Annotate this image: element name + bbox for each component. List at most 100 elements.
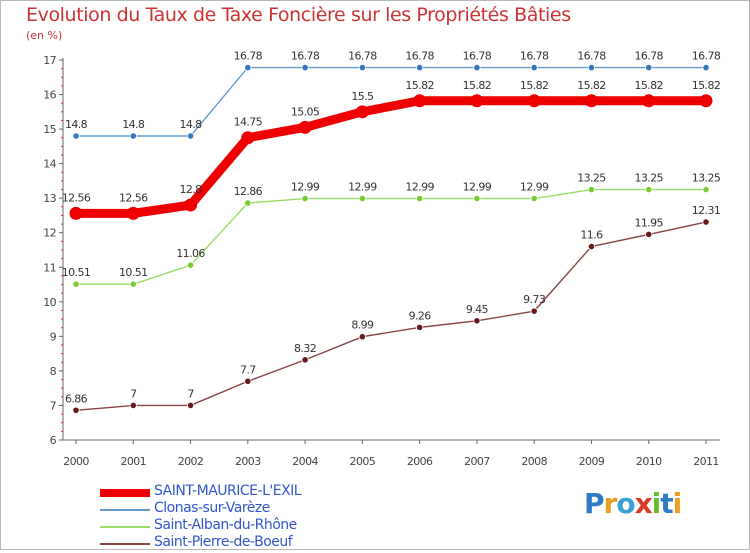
data-point-saint-pierre-de-boeuf (358, 333, 366, 341)
data-label-saint-alban-du-rhone: 12.99 (348, 181, 377, 194)
data-point-clonas-sur-vareze (530, 64, 538, 72)
series-line-saint-maurice-l-exil (71, 96, 711, 218)
data-label-saint-alban-du-rhone: 13.25 (692, 172, 721, 185)
data-point-clonas-sur-vareze (645, 64, 653, 72)
data-label-clonas-sur-vareze: 16.78 (463, 50, 492, 63)
y-tick-label: 8 (50, 365, 57, 378)
data-point-saint-pierre-de-boeuf (645, 230, 653, 239)
legend-swatch (100, 489, 150, 497)
data-label-saint-maurice-l-exil: 15.5 (351, 90, 374, 103)
chart-title: Evolution du Taux de Taxe Foncière sur l… (26, 4, 571, 26)
data-label-saint-maurice-l-exil: 15.82 (634, 79, 663, 92)
legend-swatch (100, 543, 150, 545)
data-point-saint-pierre-de-boeuf (416, 323, 424, 331)
data-label-clonas-sur-vareze: 16.78 (634, 50, 663, 63)
y-tick-label: 11 (43, 261, 56, 274)
y-tick-label: 12 (43, 227, 56, 240)
y-tick-label: 13 (43, 192, 56, 205)
legend-swatch (100, 509, 150, 511)
y-tick-label: 6 (50, 434, 57, 447)
data-point-saint-alban-du-rhone (645, 185, 653, 194)
data-point-saint-maurice-l-exil (584, 94, 598, 108)
x-tick-label: 2009 (579, 455, 605, 468)
data-label-saint-alban-du-rhone: 12.99 (463, 181, 492, 194)
data-label-saint-maurice-l-exil: 14.75 (234, 116, 263, 129)
x-tick-label: 2001 (120, 455, 146, 468)
y-tick-label: 17 (43, 54, 56, 67)
data-point-saint-maurice-l-exil (355, 105, 369, 119)
data-point-saint-maurice-l-exil (241, 131, 255, 145)
data-point-saint-pierre-de-boeuf (72, 406, 80, 414)
data-label-saint-pierre-de-boeuf: 6.86 (65, 392, 88, 405)
data-label-saint-pierre-de-boeuf: 11.6 (580, 229, 603, 242)
data-point-saint-maurice-l-exil (298, 120, 312, 134)
data-point-saint-alban-du-rhone (72, 280, 80, 288)
data-label-saint-alban-du-rhone: 13.25 (634, 172, 663, 185)
data-label-saint-maurice-l-exil: 15.82 (405, 79, 434, 92)
data-point-saint-alban-du-rhone (358, 194, 366, 203)
data-label-clonas-sur-vareze: 16.78 (520, 50, 549, 63)
y-tick-label: 7 (50, 399, 57, 412)
data-point-saint-pierre-de-boeuf (186, 401, 195, 410)
data-point-clonas-sur-vareze (416, 64, 424, 72)
logo-letter: P (584, 487, 605, 520)
series-line-saint-alban-du-rhone (75, 188, 707, 285)
data-label-saint-maurice-l-exil: 15.05 (291, 105, 320, 118)
data-label-clonas-sur-vareze: 16.78 (291, 50, 320, 63)
data-point-saint-pierre-de-boeuf (587, 242, 596, 251)
data-point-clonas-sur-vareze (473, 64, 481, 72)
data-point-saint-maurice-l-exil (699, 94, 713, 108)
data-point-clonas-sur-vareze (702, 64, 710, 72)
data-label-saint-alban-du-rhone: 10.51 (119, 266, 148, 279)
data-label-clonas-sur-vareze: 14.8 (65, 118, 88, 131)
data-point-saint-maurice-l-exil (413, 94, 427, 108)
data-label-saint-maurice-l-exil: 15.82 (692, 79, 721, 92)
x-tick-label: 2003 (235, 455, 261, 468)
y-tick-label: 16 (43, 89, 56, 102)
data-point-clonas-sur-vareze (301, 64, 309, 72)
x-tick-label: 2006 (407, 455, 433, 468)
data-label-saint-alban-du-rhone: 12.99 (405, 181, 434, 194)
data-label-saint-maurice-l-exil: 12.56 (62, 191, 91, 204)
series-line-saint-pierre-de-boeuf (75, 221, 707, 411)
x-tick-label: 2011 (693, 455, 719, 468)
data-point-saint-alban-du-rhone (244, 199, 252, 207)
data-label-saint-alban-du-rhone: 10.51 (62, 266, 91, 279)
logo-letter: o (616, 487, 635, 520)
data-point-clonas-sur-vareze (587, 64, 596, 72)
x-tick-label: 2000 (63, 455, 89, 468)
data-point-saint-maurice-l-exil (184, 198, 198, 212)
proxiti-logo: Proxiti (584, 487, 682, 520)
data-label-clonas-sur-vareze: 16.78 (692, 50, 721, 63)
legend-label: Clonas-sur-Varèze (154, 500, 270, 516)
x-tick-label: 2010 (636, 455, 662, 468)
data-point-clonas-sur-vareze (186, 132, 195, 140)
data-label-saint-maurice-l-exil: 12.8 (179, 183, 202, 196)
data-point-clonas-sur-vareze (129, 132, 137, 140)
data-point-clonas-sur-vareze (72, 132, 80, 140)
y-tick-label: 9 (50, 330, 57, 343)
data-label-saint-pierre-de-boeuf: 9.45 (466, 303, 489, 316)
data-point-clonas-sur-vareze (358, 64, 366, 72)
data-label-saint-pierre-de-boeuf: 12.31 (692, 204, 721, 217)
x-tick-label: 2002 (178, 455, 204, 468)
data-point-saint-pierre-de-boeuf (129, 401, 137, 410)
data-point-saint-maurice-l-exil (126, 206, 140, 220)
data-label-clonas-sur-vareze: 14.8 (122, 118, 145, 131)
data-point-saint-alban-du-rhone (129, 280, 137, 288)
series-line-clonas-sur-vareze (75, 66, 707, 137)
legend-label: Saint-Pierre-de-Boeuf (154, 534, 293, 550)
data-point-saint-alban-du-rhone (702, 185, 710, 194)
logo-letter: t (660, 487, 673, 520)
data-label-saint-pierre-de-boeuf: 7 (130, 387, 137, 400)
x-tick-label: 2008 (521, 455, 547, 468)
data-point-saint-maurice-l-exil (69, 206, 83, 220)
data-point-saint-alban-du-rhone (416, 194, 424, 203)
data-point-saint-maurice-l-exil (642, 94, 656, 108)
data-label-saint-alban-du-rhone: 13.25 (577, 172, 606, 185)
data-point-saint-alban-du-rhone (587, 185, 596, 194)
data-point-saint-pierre-de-boeuf (244, 377, 252, 385)
x-tick-label: 2004 (292, 455, 318, 468)
